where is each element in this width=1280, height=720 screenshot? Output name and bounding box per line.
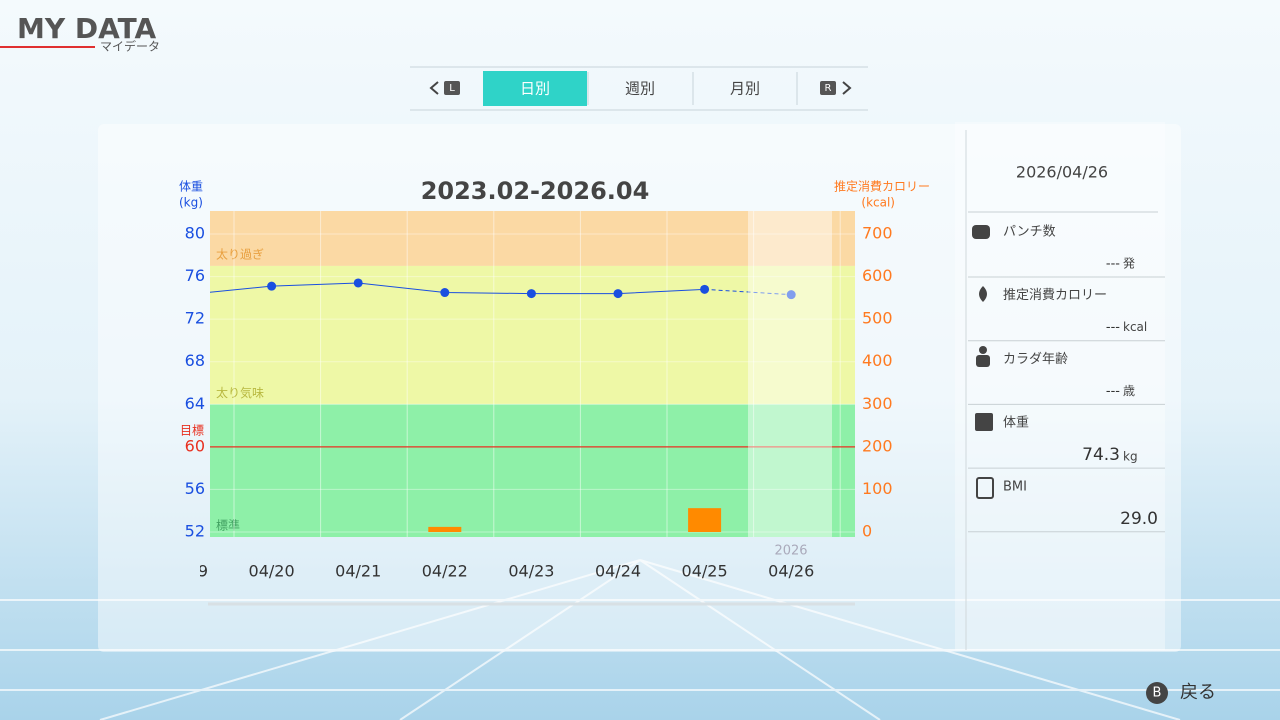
weight-point: [526, 289, 536, 299]
tab[interactable]: 週別: [625, 80, 655, 98]
y2-tick-label: 300: [862, 394, 893, 413]
b-button[interactable]: B: [1153, 686, 1162, 701]
item-label: パンチ数: [1003, 225, 1056, 240]
x-tick-label: 04/23: [508, 562, 554, 581]
y2-tick-label: 200: [862, 436, 893, 455]
y-tick-label: 72: [185, 309, 205, 328]
weight-point: [267, 281, 277, 291]
weight-point: [786, 290, 796, 300]
item-value: ---: [1106, 384, 1120, 399]
y2-tick-label: 0: [862, 522, 872, 541]
icons: [972, 225, 994, 499]
y2-axis-unit: (kcal): [861, 196, 895, 210]
y-axis-label: 体重: [179, 180, 203, 194]
y-tick-label: 64: [185, 394, 205, 413]
zone-label: 太り過ぎ: [216, 246, 264, 261]
x-tick-label: 04/21: [335, 562, 381, 581]
y2-tick-label: 500: [862, 309, 893, 328]
weight-point: [700, 284, 710, 294]
x-labels: 04/19 04/20 04/21 04/22 04/23 04/24 04/25 04/26: [162, 562, 814, 581]
y2-axis-label: 推定消費カロリー: [834, 179, 930, 194]
side-panel: [955, 122, 1165, 650]
x-tick-label: 04/24: [595, 562, 641, 581]
item-label: 推定消費カロリー: [1003, 288, 1107, 303]
zone-band: [210, 265, 855, 405]
zone-band: [210, 211, 855, 266]
zone-label: 標準: [216, 518, 240, 533]
active-tab-bg: [483, 71, 587, 106]
calorie-bar: [428, 526, 462, 532]
item-label: BMI: [1003, 479, 1027, 494]
weight-point: [440, 288, 450, 298]
r-button[interactable]: R: [825, 83, 832, 94]
x-tick-label: 04/22: [422, 562, 468, 581]
weight-point: [613, 289, 623, 299]
y-tick-label: 56: [185, 479, 205, 498]
target-label: 目標: [180, 423, 204, 437]
zone-band: [210, 404, 855, 537]
y-tick-label: 60: [185, 436, 205, 455]
y-tick-label: 68: [185, 351, 205, 370]
item-unit: kg: [1123, 450, 1138, 464]
y-tick-label: 52: [185, 522, 205, 541]
year-label: 2026: [774, 544, 807, 559]
calorie-bar: [688, 508, 722, 532]
y2-tick-label: 700: [862, 224, 893, 243]
side-date: 2026/04/26: [1016, 163, 1108, 182]
back-label[interactable]: 戻る: [1180, 682, 1216, 703]
y2-tick-label: 600: [862, 266, 893, 285]
item-value: 29.0: [1120, 509, 1158, 529]
selected-column: [748, 211, 832, 537]
item-label: 体重: [1003, 415, 1029, 431]
header-title: MY DATA: [17, 12, 157, 45]
tab[interactable]: 月別: [730, 80, 760, 98]
weight-line-projected: [704, 288, 792, 296]
item-value: ---: [1106, 320, 1120, 335]
item-unit: 歳: [1123, 384, 1135, 398]
tab[interactable]: 日別: [520, 80, 550, 98]
y-tick-label: 76: [185, 266, 205, 285]
y2-tick-label: 100: [862, 479, 893, 498]
header-subtitle: マイデータ: [100, 39, 160, 54]
tab-bar: L R 日別 週別 月別: [410, 66, 868, 111]
x-tick-label: 04/19: [162, 562, 208, 581]
x-tick-label: 04/26: [768, 562, 814, 581]
y2-tick-label: 400: [862, 351, 893, 370]
x-tick-label: 04/25: [682, 562, 728, 581]
item-unit: kcal: [1123, 320, 1147, 334]
l-button[interactable]: L: [449, 83, 455, 94]
item-unit: 発: [1123, 257, 1135, 271]
item-value: ---: [1106, 257, 1120, 272]
item-label: カラダ年齢: [1003, 352, 1068, 367]
y-tick-label: 80: [185, 224, 205, 243]
b-button-icon: [1146, 682, 1168, 704]
chart-title: 2023.02-2026.04: [421, 177, 650, 205]
zone-label: 太り気味: [216, 385, 264, 400]
item-value: 74.3: [1082, 445, 1120, 465]
x-tick-label: 04/20: [249, 562, 295, 581]
weight-point: [353, 278, 363, 288]
floor-grid: [0, 559, 1280, 720]
y-axis-unit: (kg): [179, 196, 203, 210]
